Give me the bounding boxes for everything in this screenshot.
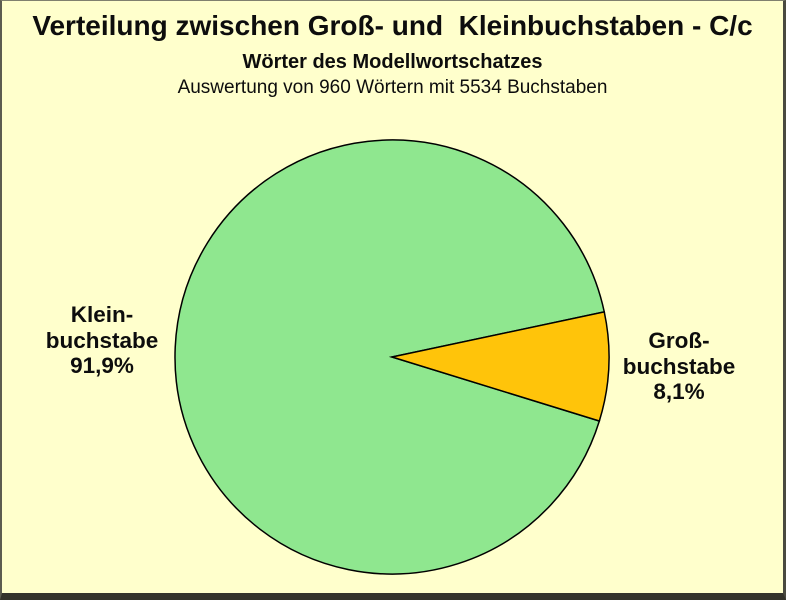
pie-label-grossbuchstabe-line2: buchstabe (622, 353, 736, 379)
pie-label-grossbuchstabe: Groß- buchstabe 8,1% (594, 328, 764, 405)
chart-title: Verteilung zwischen Groß- und Kleinbuchs… (32, 10, 753, 41)
pie-label-kleinbuchstabe-line1: Klein- (70, 302, 134, 327)
pie-slice-grossbuchstabe (389, 310, 610, 422)
pie-label-kleinbuchstabe-value: 91,9% (70, 353, 134, 378)
chart-description: Auswertung von 960 Wörtern mit 5534 Buch… (177, 77, 608, 98)
pie-label-kleinbuchstabe-line2: buchstabe (45, 327, 159, 353)
chart-subtitle: Wörter des Modellwortschatzes (242, 51, 543, 73)
pie-label-grossbuchstabe-line1: Groß- (648, 328, 710, 353)
pie-label-grossbuchstabe-value: 8,1% (653, 379, 705, 404)
pie-label-kleinbuchstabe: Klein- buchstabe 91,9% (17, 302, 187, 379)
